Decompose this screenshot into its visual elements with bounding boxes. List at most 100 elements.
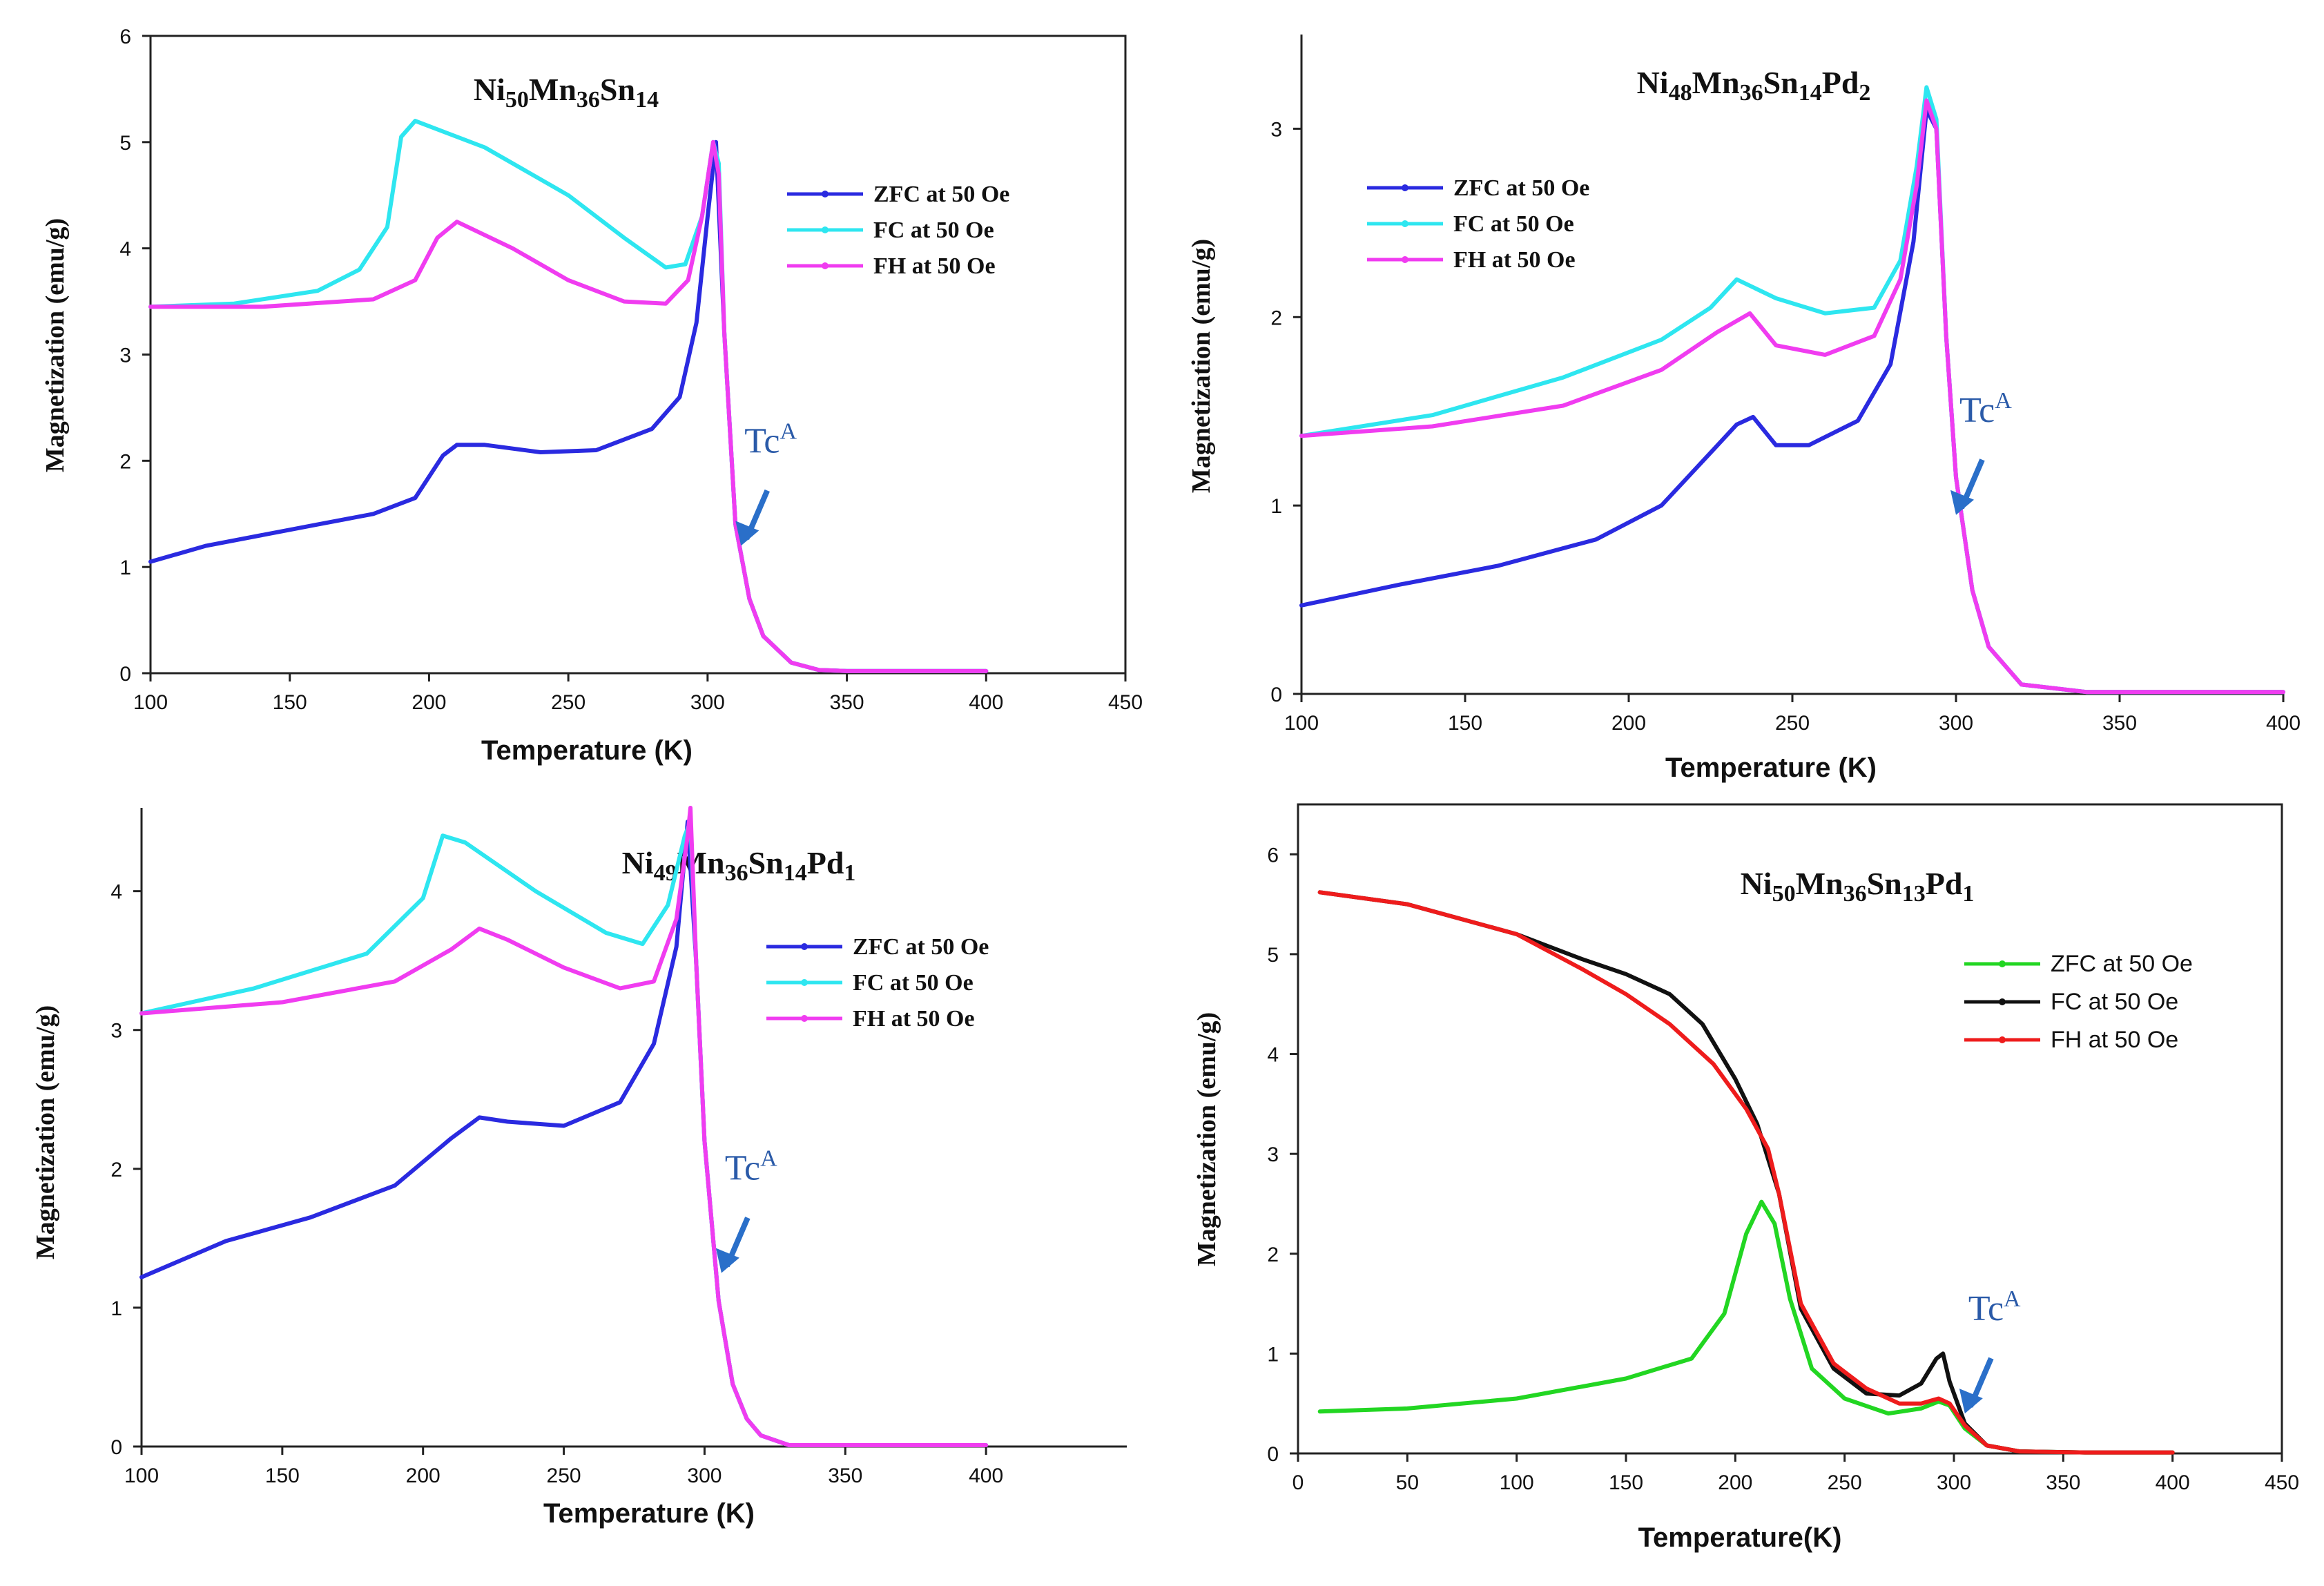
tc-annotation: TcA <box>744 418 797 461</box>
legend-marker <box>801 1015 808 1022</box>
y-tick-label: 6 <box>119 26 131 48</box>
plot-frame <box>1297 803 2283 1455</box>
legend-label: FH at 50 Oe <box>873 253 996 279</box>
x-tick-label: 200 <box>1718 1471 1752 1494</box>
series-line-zfc <box>139 820 989 1447</box>
legend-marker <box>1402 256 1408 263</box>
series-line-fc <box>148 119 989 673</box>
tc-arrow-head <box>715 1248 739 1273</box>
x-tick-label: 100 <box>1284 712 1319 735</box>
y-tick-label: 6 <box>1267 844 1279 867</box>
y-tick-label: 2 <box>1270 307 1282 329</box>
series-line-fc <box>139 820 989 1447</box>
legend-marker <box>1999 960 2006 967</box>
series-line-fh <box>139 806 989 1447</box>
x-tick-label: 250 <box>547 1464 581 1487</box>
series-line-fc <box>1299 85 2285 695</box>
legend-label: FC at 50 Oe <box>873 217 994 243</box>
x-tick-label: 100 <box>1500 1471 1534 1494</box>
chart-panel-4: 0 50 100 150 200 250 300 350 400 450 0 1 2 3 4 5 6 Temper… <box>1192 803 2299 1553</box>
x-tick-label: 200 <box>411 691 446 714</box>
chart-title: Ni48Mn36Sn14Pd2 <box>1637 65 1871 106</box>
chart-title: Ni50Mn36Sn14 <box>474 72 659 113</box>
x-tick-label: 400 <box>2266 712 2301 735</box>
legend-marker <box>1402 184 1408 191</box>
x-tick-label: 300 <box>1937 1471 1971 1494</box>
x-tick-label: 150 <box>265 1464 300 1487</box>
x-axis-title: Temperature (K) <box>1665 753 1877 783</box>
tc-annotation: TcA <box>1959 388 2012 430</box>
legend-marker <box>822 262 829 269</box>
tc-arrow-head <box>1959 1389 1983 1414</box>
x-tick-label: 50 <box>1396 1471 1419 1494</box>
y-axis-title: Magnetization (emu/g) <box>31 1005 60 1259</box>
x-tick-label: 400 <box>2156 1471 2190 1494</box>
y-tick-label: 4 <box>1267 1044 1279 1067</box>
y-tick-label: 0 <box>1270 684 1282 706</box>
y-tick-label: 2 <box>119 450 131 473</box>
legend-marker <box>801 979 808 986</box>
legend-label: FH at 50 Oe <box>1453 247 1576 273</box>
legend-label: FC at 50 Oe <box>1453 211 1574 237</box>
legend-marker <box>1999 998 2006 1005</box>
legend-label: FH at 50 Oe <box>2051 1027 2178 1053</box>
y-tick-label: 1 <box>110 1297 122 1320</box>
series-line-fc <box>1317 890 2175 1455</box>
y-tick-label: 5 <box>1267 944 1279 967</box>
legend-label: ZFC at 50 Oe <box>873 182 1009 207</box>
y-tick-label: 2 <box>1267 1244 1279 1266</box>
legend-label: FC at 50 Oe <box>853 970 974 996</box>
legend-label: FH at 50 Oe <box>853 1006 975 1032</box>
y-tick-label: 3 <box>1270 118 1282 141</box>
y-axis-title: Magnetization (emu/g) <box>1187 239 1216 493</box>
y-tick-label: 3 <box>1267 1143 1279 1166</box>
series-line-zfc <box>1299 108 2285 695</box>
y-tick-label: 4 <box>119 238 131 261</box>
y-axis-title: Magnetization (emu/g) <box>41 218 70 472</box>
y-tick-label: 0 <box>110 1436 122 1459</box>
x-tick-label: 400 <box>969 691 1003 714</box>
legend-label: ZFC at 50 Oe <box>2051 951 2193 977</box>
series-line-fh <box>1299 98 2285 695</box>
legend-marker <box>822 226 829 233</box>
x-tick-label: 200 <box>1611 712 1646 735</box>
legend-marker <box>822 191 829 197</box>
x-tick-label: 150 <box>1609 1471 1643 1494</box>
legend-label: ZFC at 50 Oe <box>853 934 989 960</box>
y-tick-label: 4 <box>110 881 122 904</box>
y-tick-label: 5 <box>119 132 131 155</box>
x-tick-label: 450 <box>1108 691 1143 714</box>
chart-title: Ni50Mn36Sn13Pd1 <box>1741 866 1975 907</box>
x-tick-label: 200 <box>406 1464 440 1487</box>
series-line-zfc <box>1317 1199 2175 1455</box>
y-axis-title: Magnetization (emu/g) <box>1192 1012 1221 1266</box>
legend-label: ZFC at 50 Oe <box>1453 175 1589 201</box>
x-tick-label: 100 <box>133 691 168 714</box>
x-tick-label: 300 <box>687 1464 722 1487</box>
tc-arrow-head <box>1950 490 1974 515</box>
series-line-fh <box>148 139 989 673</box>
series-line-fh <box>1317 890 2175 1455</box>
y-tick-label: 0 <box>1267 1443 1279 1466</box>
x-tick-label: 350 <box>828 1464 862 1487</box>
x-tick-label: 250 <box>1775 712 1810 735</box>
x-tick-label: 150 <box>1448 712 1482 735</box>
legend-marker <box>801 943 808 950</box>
x-tick-label: 100 <box>124 1464 159 1487</box>
chart-panel-3: 100 150 200 250 300 350 400 0 1 2 3 4 Temperature (K… <box>31 806 1127 1529</box>
x-tick-label: 150 <box>273 691 307 714</box>
chart-panel-1: 100 150 200 250 300 350 400 450 0 1 2 3 4 5 6 Temperatu… <box>41 26 1143 766</box>
y-tick-label: 2 <box>110 1159 122 1181</box>
legend-marker <box>1402 220 1408 227</box>
series-line-zfc <box>148 139 989 673</box>
y-tick-label: 1 <box>1270 495 1282 518</box>
x-tick-label: 300 <box>690 691 725 714</box>
x-axis-title: Temperature(K) <box>1638 1522 1842 1553</box>
x-axis-title: Temperature (K) <box>481 735 693 766</box>
x-tick-label: 300 <box>1939 712 1973 735</box>
legend-label: FC at 50 Oe <box>2051 989 2178 1015</box>
legend-marker <box>1999 1036 2006 1043</box>
x-tick-label: 400 <box>969 1464 1003 1487</box>
x-tick-label: 350 <box>2046 1471 2080 1494</box>
tc-arrow-head <box>735 521 759 546</box>
